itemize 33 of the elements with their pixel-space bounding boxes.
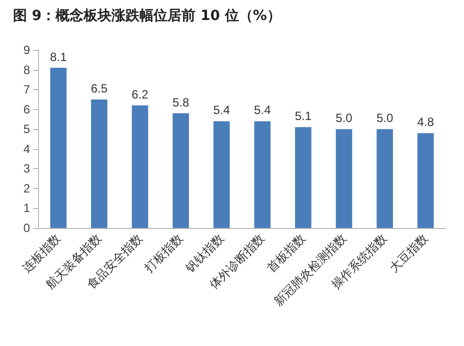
y-tick-label: 7 — [23, 82, 30, 97]
x-tick-label: 打板指数 — [141, 231, 186, 276]
chart-title: 图 9：概念板块涨跌幅位居前 10 位（%） — [13, 8, 281, 24]
y-tick-label: 6 — [23, 102, 30, 116]
y-tick-label: 5 — [23, 122, 30, 136]
data-label: 5.0 — [376, 111, 394, 126]
bar — [172, 113, 189, 228]
bar — [295, 127, 312, 228]
bar — [254, 121, 271, 228]
y-tick-label: 4 — [23, 142, 30, 156]
y-tick-label: 0 — [23, 221, 30, 235]
data-label: 5.4 — [213, 103, 230, 118]
data-label: 5.8 — [172, 95, 190, 110]
bar — [376, 129, 393, 228]
bar — [417, 133, 434, 228]
x-tick-label: 大豆指数 — [386, 231, 431, 275]
bar — [336, 129, 352, 228]
y-tick-label: 2 — [23, 181, 30, 196]
data-label: 5.1 — [294, 109, 312, 124]
bar — [50, 68, 67, 228]
y-tick-label: 9 — [23, 43, 30, 57]
y-tick-label: 1 — [23, 201, 30, 216]
data-label: 4.8 — [417, 115, 434, 130]
data-label: 8.1 — [50, 50, 68, 64]
data-label: 6.5 — [90, 81, 108, 96]
bar — [91, 99, 108, 228]
data-label: 5.4 — [254, 103, 272, 118]
bar — [213, 121, 230, 228]
data-label: 6.2 — [132, 87, 149, 102]
y-tick-label: 8 — [23, 62, 30, 77]
y-tick-label: 3 — [23, 162, 30, 176]
bar — [132, 105, 148, 228]
data-label: 5.0 — [336, 111, 353, 126]
